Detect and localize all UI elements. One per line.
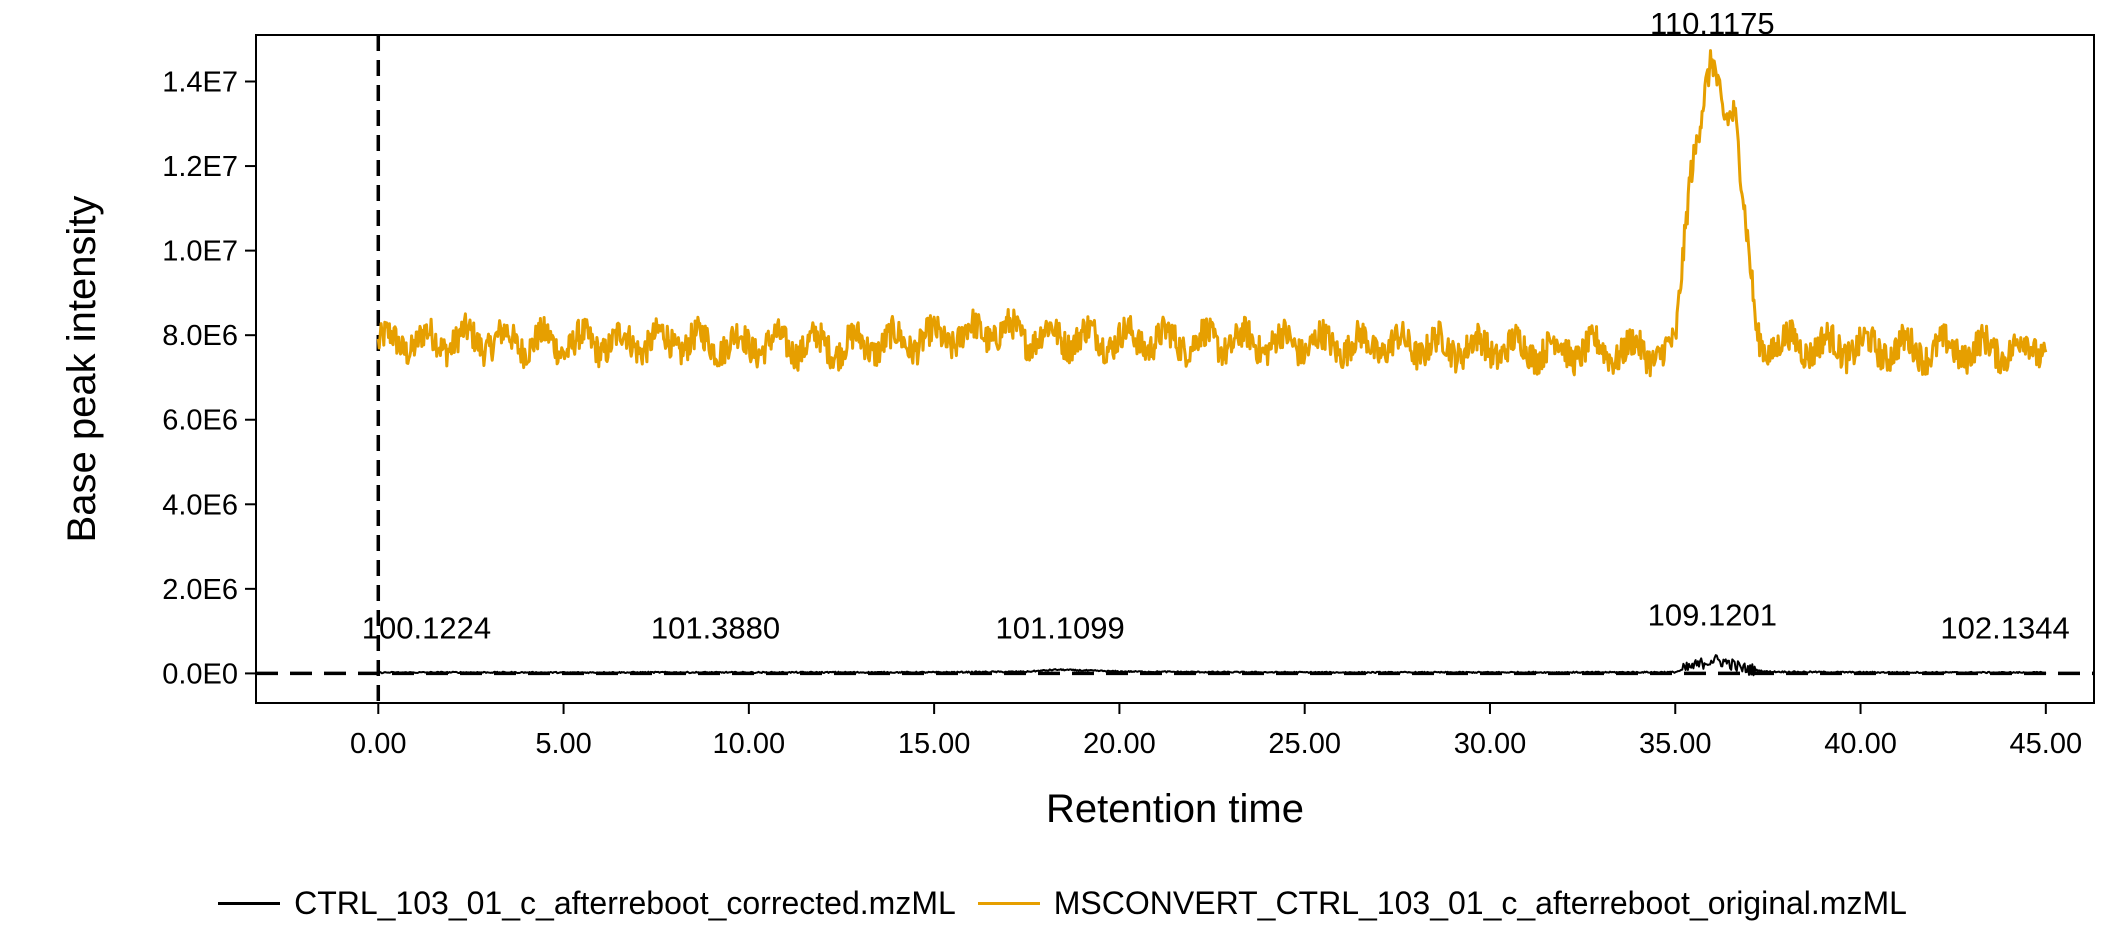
peak-annotation: 101.3880 — [651, 610, 780, 645]
legend-item-corrected: CTRL_103_01_c_afterreboot_corrected.mzML — [218, 885, 956, 922]
legend-item-original: MSCONVERT_CTRL_103_01_c_afterreboot_orig… — [977, 884, 1907, 922]
legend-label-original: MSCONVERT_CTRL_103_01_c_afterreboot_orig… — [1053, 884, 1907, 921]
x-tick-label: 25.00 — [1268, 728, 1341, 760]
x-tick-label: 40.00 — [1824, 728, 1897, 760]
x-tick-label: 10.00 — [713, 728, 786, 760]
legend: CTRL_103_01_c_afterreboot_corrected.mzML… — [0, 878, 2125, 928]
y-tick-label: 6.0E6 — [162, 405, 238, 437]
series-line-original — [376, 49, 2048, 378]
x-axis-title: Retention time — [1046, 787, 1304, 831]
peak-annotation: 102.1344 — [1940, 610, 2069, 645]
x-tick-label: 5.00 — [535, 728, 591, 760]
legend-label-corrected: CTRL_103_01_c_afterreboot_corrected.mzML — [294, 884, 956, 921]
peak-annotation: 100.1224 — [362, 610, 491, 645]
y-tick-label: 8.0E6 — [162, 320, 238, 352]
y-axis-title: Base peak intensity — [60, 196, 104, 543]
x-tick-label: 20.00 — [1083, 728, 1156, 760]
y-tick-label: 1.4E7 — [162, 67, 238, 99]
y-tick-label: 4.0E6 — [162, 489, 238, 521]
y-tick-label: 1.0E7 — [162, 236, 238, 268]
peak-annotation: 101.1099 — [995, 610, 1124, 645]
x-tick-label: 0.00 — [350, 728, 406, 760]
y-tick-label: 1.2E7 — [162, 151, 238, 183]
peak-annotation: 109.1201 — [1648, 598, 1777, 633]
x-tick-label: 30.00 — [1454, 728, 1527, 760]
y-tick-label: 0.0E0 — [162, 658, 238, 690]
legend-swatch-corrected — [218, 901, 281, 905]
series-line-corrected — [377, 654, 2047, 677]
x-tick-label: 15.00 — [898, 728, 971, 760]
x-tick-label: 35.00 — [1639, 728, 1712, 760]
y-tick-label: 2.0E6 — [162, 574, 238, 606]
x-tick-label: 45.00 — [2010, 728, 2083, 760]
chart: 100.1224 101.3880 101.1099 109.1201110.1175… — [60, 6, 2095, 831]
plot-frame — [255, 34, 2095, 704]
legend-swatch-original — [977, 901, 1040, 905]
